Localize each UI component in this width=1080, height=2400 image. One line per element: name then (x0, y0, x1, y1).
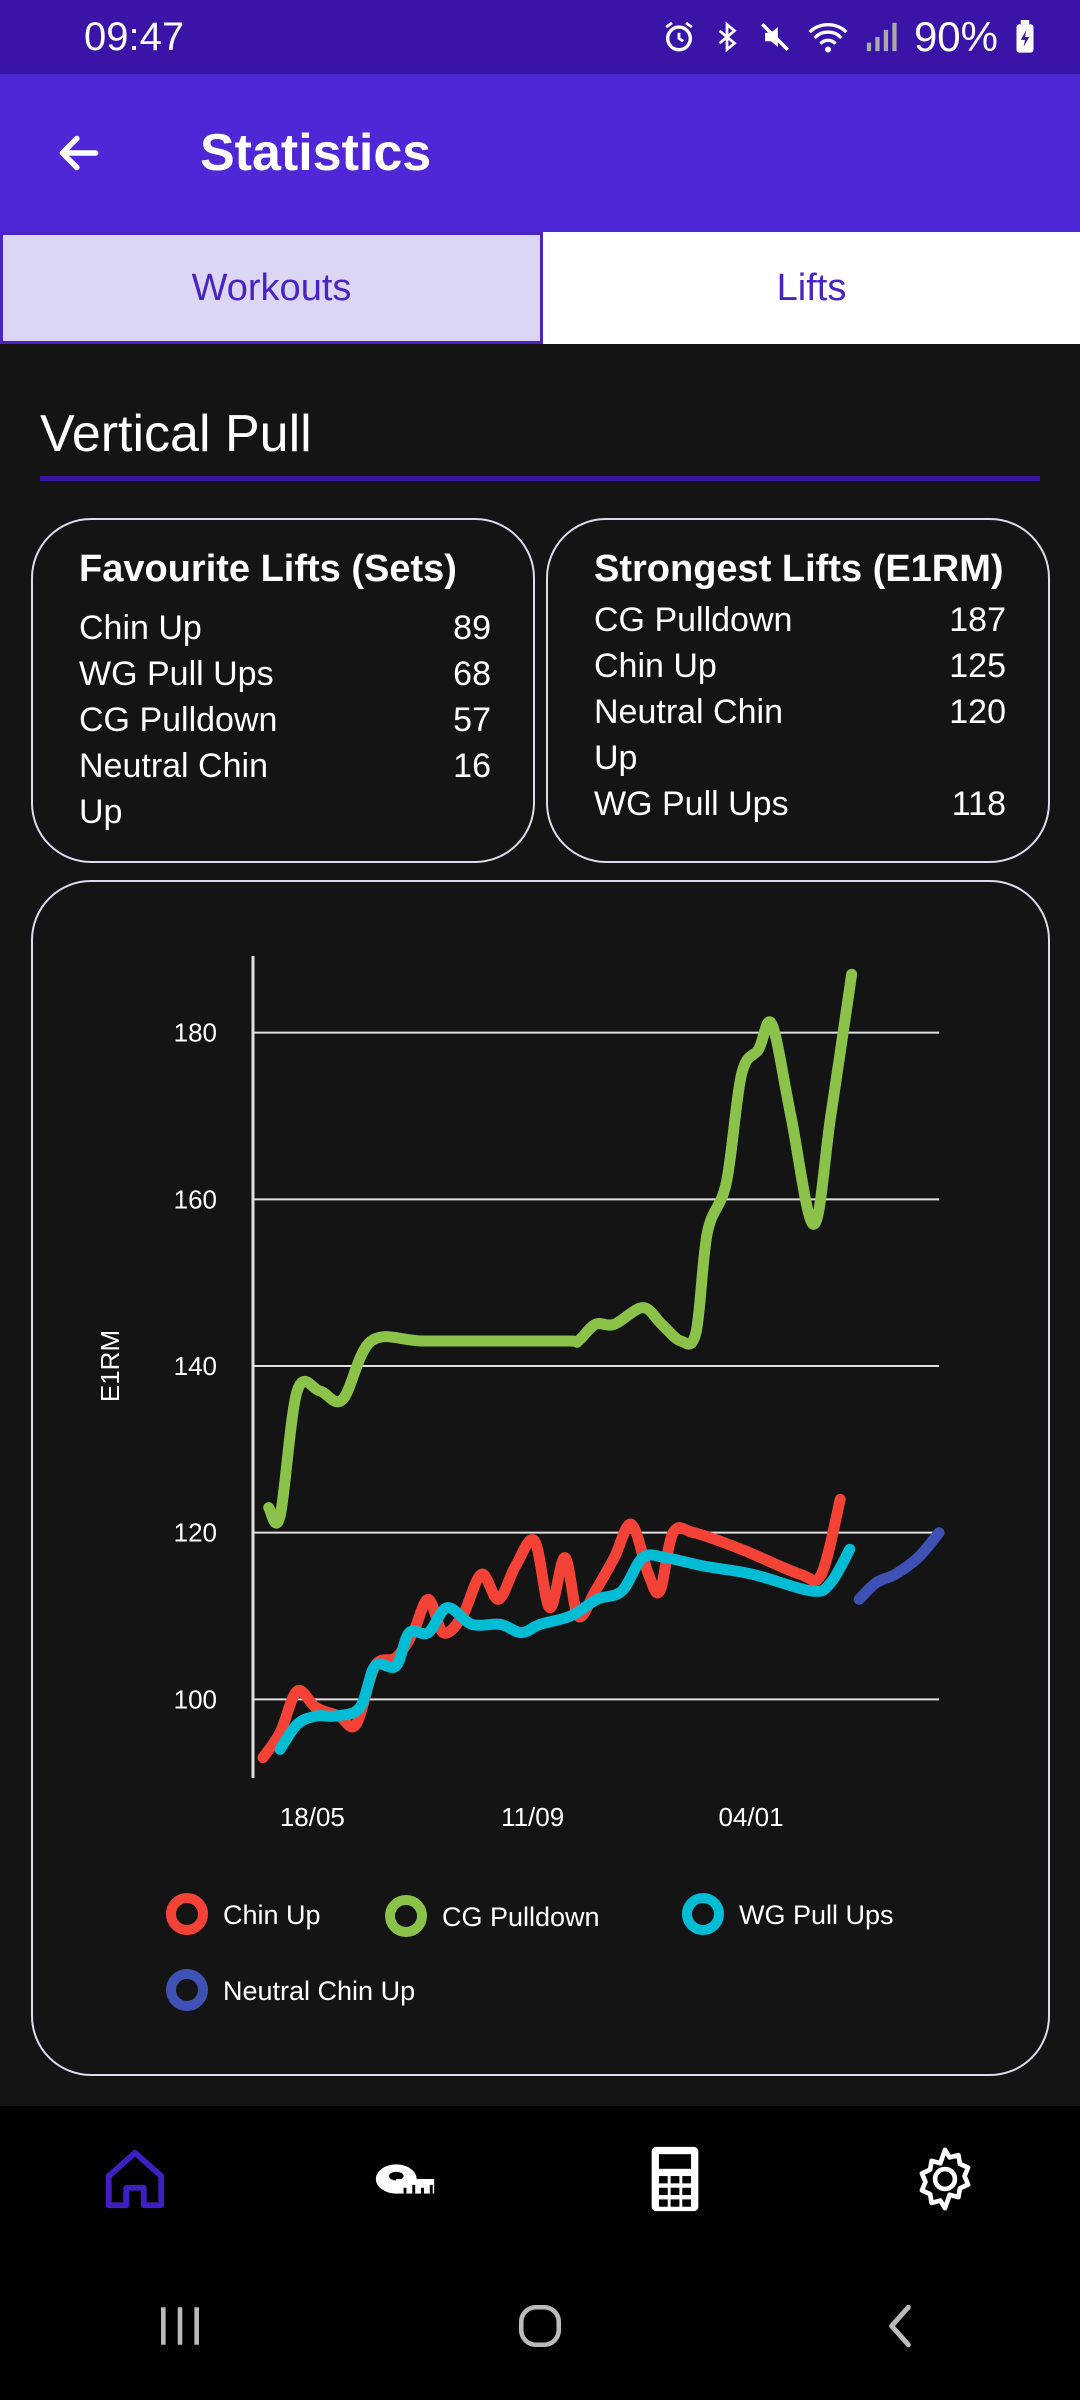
series-line-wg-pull-ups (274, 1543, 856, 1755)
recent-apps-icon (161, 2307, 199, 2345)
home-icon (105, 2149, 165, 2209)
tab-workouts[interactable]: Workouts (0, 232, 543, 344)
favourite-lift-row: CG Pulldown 57 (79, 697, 491, 743)
bottom-navigation (0, 2106, 1080, 2252)
measuring-tape-icon (375, 2164, 435, 2194)
lift-name: WG Pull Ups (79, 655, 274, 693)
system-navigation (0, 2252, 1080, 2400)
arrow-left-icon (59, 135, 99, 171)
alarm-icon (665, 21, 693, 52)
lift-value: 120 (949, 693, 1006, 731)
series-line-cg-pulldown (263, 968, 858, 1529)
lift-value: 89 (453, 609, 491, 647)
strongest-lifts-card: Strongest Lifts (E1RM) CG Pulldown 187 C… (546, 518, 1050, 863)
legend-marker (682, 1893, 724, 1935)
legend-marker (166, 1893, 208, 1935)
battery-charging-icon (1016, 20, 1034, 53)
y-tick-label: 140 (174, 1351, 217, 1381)
section-divider (40, 476, 1040, 481)
y-tick-label: 160 (174, 1184, 217, 1214)
lift-value: 118 (951, 785, 1006, 823)
tab-lifts[interactable]: Lifts (543, 232, 1080, 344)
system-home-button[interactable] (480, 2276, 600, 2376)
system-back-button[interactable] (840, 2276, 960, 2376)
tab-bar: Workouts Lifts (0, 232, 1080, 344)
nav-settings-button[interactable] (890, 2124, 1000, 2234)
nav-calculator-button[interactable] (620, 2124, 730, 2234)
nav-measure-button[interactable] (350, 2124, 460, 2234)
e1rm-line-chart: 100 120 140 160 180 E1RM 18/05 11/09 04/01 Chin U… (95, 956, 945, 2011)
lift-name: Chin Up (594, 647, 717, 685)
recent-apps-button[interactable] (120, 2276, 240, 2376)
status-time: 09:47 (84, 14, 185, 59)
favourite-lifts-card: Favourite Lifts (Sets) Chin Up 89 WG Pul… (31, 518, 535, 863)
page-title: Statistics (200, 124, 432, 182)
favourite-lift-row: Neutral Chin Up 16 (79, 743, 491, 835)
strongest-lift-row: CG Pulldown 187 (594, 597, 1006, 643)
x-tick-label: 11/09 (501, 1802, 564, 1832)
nav-home-button[interactable] (80, 2124, 190, 2234)
strongest-lift-row: Neutral Chin Up 120 (594, 689, 1006, 781)
legend-marker (385, 1895, 427, 1937)
gear-icon (919, 2147, 971, 2211)
back-chevron-icon (889, 2304, 911, 2348)
series-line-neutral-chin-up (853, 1527, 945, 1605)
status-icons: 90% (662, 13, 1036, 61)
legend-label: Chin Up (223, 1900, 321, 1930)
status-bar: 09:47 90% (0, 0, 1080, 74)
lift-name: Neutral Chin Up (594, 693, 783, 777)
y-tick-label: 100 (174, 1684, 217, 1714)
wifi-icon (808, 23, 848, 53)
lift-name: WG Pull Ups (594, 785, 789, 823)
x-tick-label: 04/01 (718, 1802, 783, 1832)
legend-label: CG Pulldown (442, 1902, 600, 1932)
favourite-lift-row: Chin Up 89 (79, 605, 491, 651)
calculator-icon (651, 2146, 699, 2212)
battery-percent: 90% (913, 13, 998, 60)
app-bar: Statistics (0, 74, 1080, 232)
strongest-lift-row: Chin Up 125 (594, 643, 1006, 689)
legend-marker (166, 1969, 208, 2011)
x-tick-label: 18/05 (280, 1802, 345, 1832)
strongest-lift-row: WG Pull Ups 118 (594, 781, 1006, 827)
mute-icon (760, 23, 789, 51)
favourite-lifts-title: Favourite Lifts (Sets) (79, 548, 457, 590)
legend-label: WG Pull Ups (739, 1900, 894, 1930)
y-axis-label: E1RM (95, 1330, 125, 1402)
lift-name: CG Pulldown (594, 601, 793, 639)
lift-name: CG Pulldown (79, 701, 278, 739)
lift-value: 16 (453, 747, 491, 785)
y-tick-label: 120 (174, 1518, 217, 1548)
section-title: Vertical Pull (40, 405, 312, 463)
lift-value: 57 (453, 701, 491, 739)
legend-label: Neutral Chin Up (223, 1976, 415, 2006)
bluetooth-icon (718, 21, 737, 53)
y-tick-label: 180 (174, 1018, 217, 1048)
series-line-chin-up (257, 1493, 846, 1764)
favourite-lift-row: WG Pull Ups 68 (79, 651, 491, 697)
signal-icon (866, 22, 897, 52)
lift-value: 187 (949, 601, 1006, 639)
lift-name: Chin Up (79, 609, 202, 647)
strongest-lifts-title: Strongest Lifts (E1RM) (594, 548, 1004, 590)
e1rm-chart-card: 100 120 140 160 180 E1RM 18/05 11/09 04/01 Chin U… (31, 880, 1050, 2076)
lift-value: 68 (453, 655, 491, 693)
lift-value: 125 (949, 647, 1006, 685)
home-circle-icon (518, 2304, 562, 2348)
back-button[interactable] (40, 114, 118, 192)
lift-name: Neutral Chin Up (79, 747, 268, 831)
